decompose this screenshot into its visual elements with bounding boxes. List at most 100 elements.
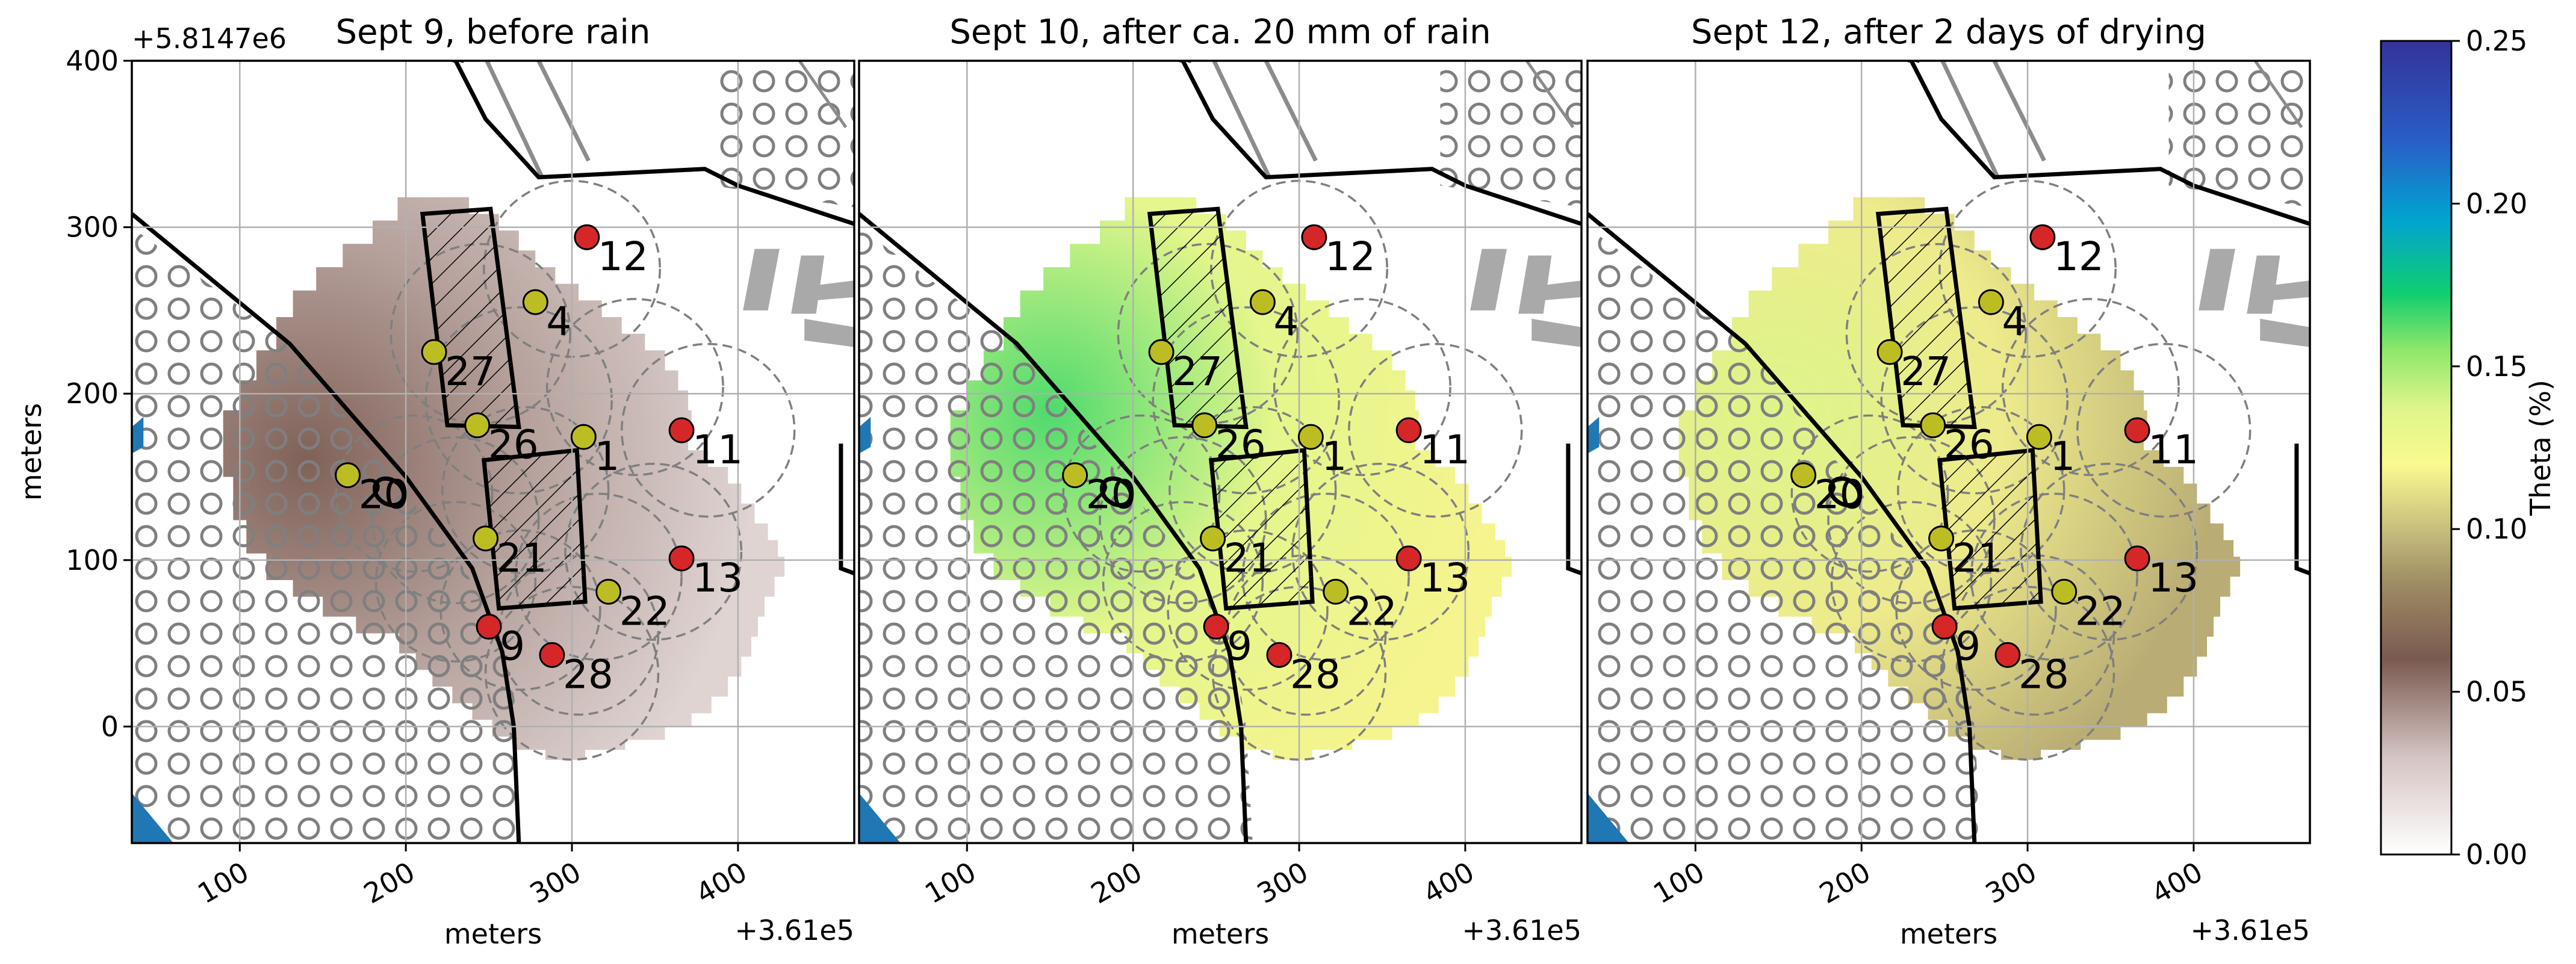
building <box>743 249 780 311</box>
colorbar-tick-label: 0.05 <box>2466 676 2527 708</box>
station-marker <box>1200 525 1226 552</box>
station-marker <box>1301 224 1327 250</box>
station-marker <box>668 417 695 443</box>
station-label: 1 <box>2050 433 2075 480</box>
building <box>1518 255 1552 314</box>
station-marker <box>1790 462 1817 489</box>
x-offset-text: +3.61e5 <box>734 914 854 947</box>
x-tick-label: 300 <box>1252 856 1314 910</box>
station-label: 21 <box>1224 535 1274 581</box>
station-marker <box>2124 417 2150 443</box>
x-tick-label: 100 <box>192 856 254 910</box>
footprint-circle <box>1167 529 1329 691</box>
x-tick-label: 300 <box>524 856 586 910</box>
boundary-line <box>1566 443 1581 576</box>
footprint-circle <box>439 529 601 691</box>
station-marker <box>1395 417 1422 443</box>
station-label: 4 <box>1273 298 1299 345</box>
x-tick-label: 200 <box>1085 856 1147 910</box>
station-marker <box>2124 545 2150 572</box>
station-label: 22 <box>619 588 670 634</box>
station-marker <box>570 424 597 450</box>
station-marker <box>1395 545 1422 572</box>
station-label: 1 <box>1321 433 1347 480</box>
x-tick-label: 200 <box>1814 856 1876 910</box>
station-marker <box>473 525 499 552</box>
station-marker <box>1920 412 1946 439</box>
y-tick-label: 0 <box>101 710 119 743</box>
footprint-circle <box>1224 554 1387 716</box>
station-marker <box>1994 641 2021 668</box>
station-marker <box>1148 339 1175 365</box>
hatched-field <box>1208 448 1315 611</box>
road <box>1211 61 1271 179</box>
footprint-circle <box>1169 406 1337 575</box>
station-marker <box>1931 613 1958 640</box>
station-label: 13 <box>692 555 743 601</box>
footprint-circle <box>1348 342 1523 518</box>
road <box>1524 61 1575 129</box>
station-label: 26 <box>1944 422 1994 468</box>
colorbar-tick-label: 0.15 <box>2466 350 2527 383</box>
panel-frame <box>1586 60 2311 844</box>
station-marker <box>1266 641 1293 668</box>
panel-frame <box>131 60 855 844</box>
building <box>804 318 854 347</box>
water-area <box>859 416 871 454</box>
building <box>791 255 825 314</box>
water-area <box>132 793 173 843</box>
y-tick-label: 300 <box>66 211 119 244</box>
residential-area-ne <box>2168 61 2310 208</box>
small-structure <box>372 476 406 508</box>
footprint-circle <box>1897 406 2065 575</box>
colorbar-gradient <box>2380 40 2453 856</box>
station-marker <box>2026 424 2052 450</box>
road <box>1940 61 2000 179</box>
station-marker <box>421 339 447 365</box>
road <box>536 61 591 162</box>
road <box>2253 61 2303 129</box>
y-tick-label: 400 <box>66 45 119 77</box>
residential-area <box>1587 227 1981 843</box>
station-label: 27 <box>1172 348 1223 395</box>
station-label: 9 <box>1955 623 1981 669</box>
station-marker <box>464 412 491 439</box>
station-label: 13 <box>1420 555 1470 601</box>
y-tick-label: 100 <box>66 544 119 576</box>
boundary-line <box>839 443 854 576</box>
station-label: 11 <box>692 427 743 473</box>
panel-title: Sept 12, after 2 days of drying <box>1691 13 2206 52</box>
station-label: 28 <box>2019 651 2069 697</box>
station-label: 26 <box>488 422 539 468</box>
building <box>2270 280 2310 301</box>
station-label: 27 <box>445 348 495 395</box>
station-marker <box>1203 613 1229 640</box>
water-area <box>1587 416 1600 454</box>
station-label: 12 <box>598 233 648 280</box>
building <box>1470 249 1507 311</box>
building <box>2260 318 2310 347</box>
footprint-circle <box>1273 298 1451 477</box>
x-tick-label: 400 <box>691 856 753 910</box>
station-label: 11 <box>1420 427 1470 473</box>
station-label: 9 <box>500 623 525 669</box>
x-tick-label: 400 <box>2146 856 2208 910</box>
station-label: 22 <box>1347 588 1397 634</box>
building <box>2199 249 2235 311</box>
x-offset-text: +3.61e5 <box>2190 914 2310 947</box>
station-label: 1 <box>594 433 619 480</box>
station-label: 4 <box>546 298 571 345</box>
station-marker <box>595 578 622 605</box>
station-label: 21 <box>1952 535 2003 581</box>
footprint-circle <box>2076 342 2252 518</box>
road <box>797 61 848 129</box>
colorbar-tick-label: 0.10 <box>2466 513 2527 545</box>
small-structure <box>1828 476 1862 508</box>
building <box>1541 280 1581 301</box>
road <box>1991 61 2046 162</box>
water-area <box>1587 793 1629 843</box>
station-marker <box>335 462 361 489</box>
colorbar: 0.00 0.05 0.10 0.15 0.20 0.25 Theta (%) <box>2380 25 2557 871</box>
building <box>1532 318 1581 347</box>
